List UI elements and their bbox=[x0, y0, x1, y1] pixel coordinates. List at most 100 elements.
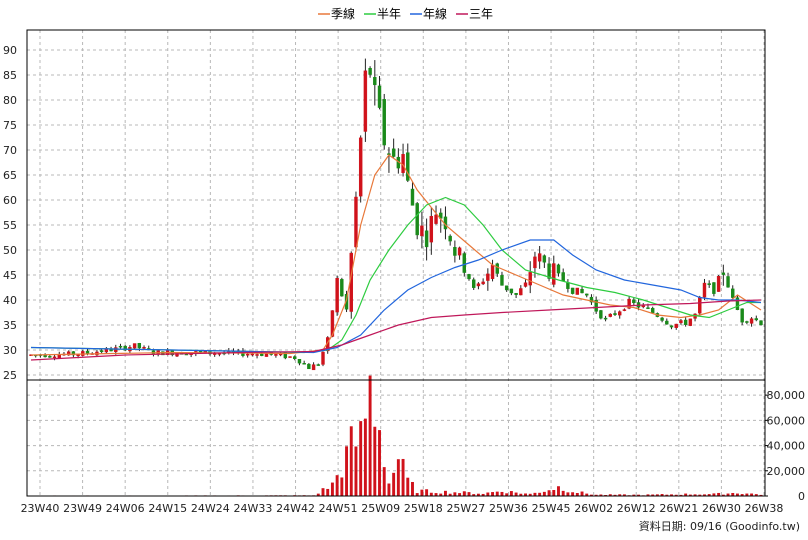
volume-bar bbox=[354, 446, 358, 496]
candle-body bbox=[759, 320, 763, 326]
volume-bar bbox=[585, 493, 589, 496]
volume-bar bbox=[754, 494, 758, 496]
volume-bar bbox=[547, 490, 551, 496]
candle-body bbox=[726, 276, 730, 288]
candle-body bbox=[391, 148, 396, 157]
candle-body bbox=[735, 297, 740, 311]
candle-body bbox=[594, 299, 598, 312]
legend-label: 季線 bbox=[331, 6, 355, 21]
candle-body bbox=[627, 298, 631, 309]
volume-bar bbox=[363, 418, 367, 496]
candle-body bbox=[377, 85, 382, 108]
candle-body bbox=[650, 307, 655, 314]
candle-body bbox=[274, 354, 278, 356]
ma-line bbox=[30, 196, 761, 354]
volume-bar bbox=[552, 490, 556, 496]
candle-body bbox=[52, 356, 57, 359]
volume-bar bbox=[580, 491, 584, 496]
candle-body bbox=[585, 293, 589, 296]
candle-body bbox=[641, 305, 645, 308]
candle-body bbox=[76, 354, 80, 357]
price-tick-label: 35 bbox=[3, 319, 17, 332]
volume-bar bbox=[698, 494, 702, 496]
volume-bar bbox=[632, 494, 636, 496]
volume-bar bbox=[740, 494, 744, 496]
candle-body bbox=[537, 253, 542, 262]
candle-body bbox=[354, 196, 358, 248]
price-tick-label: 80 bbox=[3, 94, 17, 107]
candle-body bbox=[293, 356, 297, 359]
volume-bar bbox=[670, 494, 673, 496]
volume-bar bbox=[735, 493, 739, 496]
volume-bar bbox=[528, 493, 532, 496]
volume-bar bbox=[674, 494, 678, 496]
x-tick-label: 24W42 bbox=[276, 502, 315, 515]
candle-body bbox=[288, 356, 292, 358]
x-tick-label: 26W30 bbox=[702, 502, 741, 515]
x-tick-label: 26W21 bbox=[659, 502, 698, 515]
volume-bar bbox=[429, 492, 433, 496]
candle-body bbox=[99, 350, 104, 353]
candle-body bbox=[632, 299, 636, 304]
candle-body bbox=[481, 281, 485, 285]
candle-body bbox=[363, 70, 368, 132]
price-tick-label: 60 bbox=[3, 194, 17, 207]
candle-body bbox=[462, 253, 467, 273]
volume-bar bbox=[411, 481, 414, 496]
candle-body bbox=[330, 310, 335, 337]
candle-body bbox=[85, 350, 90, 354]
source-footer: 資料日期: 09/16 (Goodinfo.tw) bbox=[639, 519, 800, 533]
candle-body bbox=[490, 264, 495, 279]
candle-body bbox=[566, 282, 570, 289]
volume-bar bbox=[745, 493, 749, 496]
candle-body bbox=[561, 272, 565, 282]
volume-bar bbox=[345, 446, 349, 496]
volume-bar bbox=[481, 493, 485, 496]
volume-bar bbox=[467, 492, 471, 496]
volume-bar bbox=[750, 493, 754, 496]
volume-bar bbox=[495, 491, 499, 496]
price-axis: 25 30 35 40 45 50 55 60 65 70 75 80 85 90 bbox=[3, 44, 17, 382]
x-tick-label: 25W36 bbox=[489, 502, 528, 515]
volume-bar bbox=[684, 493, 688, 496]
volume-bar bbox=[651, 494, 655, 496]
candle-body bbox=[476, 283, 481, 287]
candle-body bbox=[523, 282, 528, 287]
candle-body bbox=[57, 354, 61, 359]
candle-body bbox=[137, 343, 142, 349]
candle-body bbox=[504, 285, 509, 291]
candle-body bbox=[114, 347, 118, 352]
candle-body bbox=[307, 363, 311, 370]
candle-body bbox=[71, 351, 76, 356]
volume-bar bbox=[505, 493, 509, 496]
volume-bar bbox=[316, 493, 320, 496]
candle-body bbox=[406, 152, 410, 181]
x-tick-label: 24W15 bbox=[148, 502, 187, 515]
candle-body bbox=[321, 351, 325, 365]
candle-body bbox=[415, 203, 419, 236]
candle-body bbox=[603, 317, 608, 320]
volume-bar bbox=[721, 494, 725, 496]
candle-body bbox=[500, 275, 504, 286]
volume-bar bbox=[599, 494, 603, 496]
candle-body bbox=[533, 256, 537, 269]
volume-bar bbox=[618, 494, 622, 496]
volume-bar bbox=[359, 421, 363, 496]
candle-body bbox=[434, 214, 438, 224]
candle-body bbox=[420, 225, 424, 237]
candle-body bbox=[424, 230, 429, 248]
volume-bar bbox=[382, 467, 386, 496]
volume-bar bbox=[387, 483, 391, 496]
candle-body bbox=[142, 347, 146, 349]
volume-bar bbox=[420, 489, 424, 496]
candle-body bbox=[368, 68, 372, 75]
volume-bar bbox=[538, 492, 542, 496]
volume-bar bbox=[448, 493, 452, 496]
candle-body bbox=[335, 278, 339, 313]
candle-body bbox=[599, 310, 603, 319]
x-tick-label: 25W27 bbox=[446, 502, 485, 515]
price-tick-label: 70 bbox=[3, 144, 17, 157]
candle-body bbox=[471, 279, 476, 288]
x-tick-label: 26W38 bbox=[745, 502, 784, 515]
